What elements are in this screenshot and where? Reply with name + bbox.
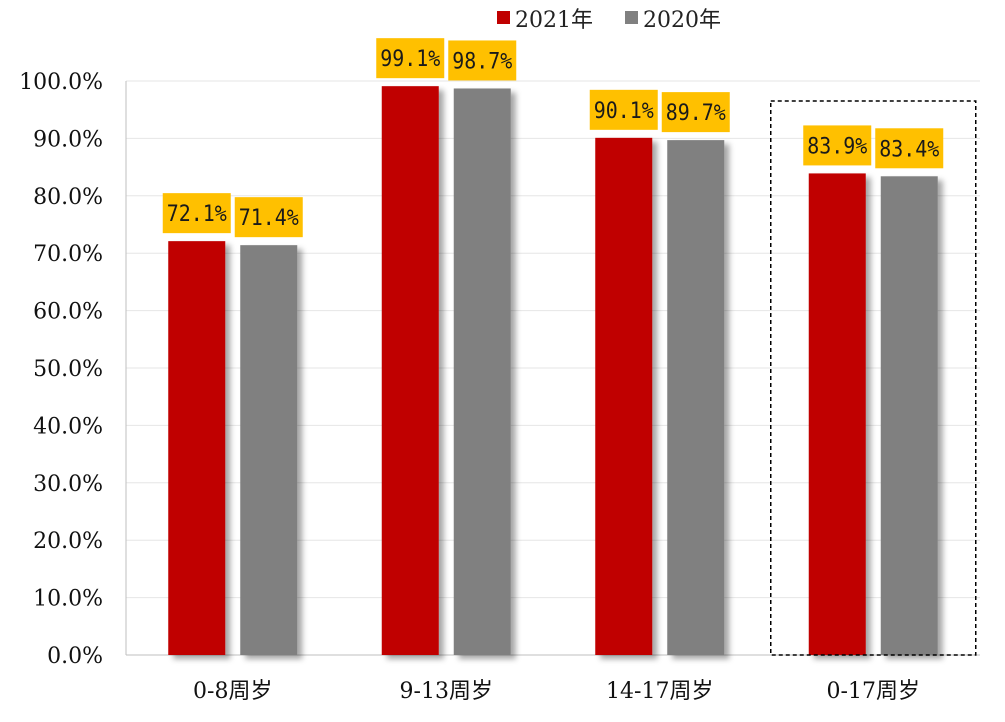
- x-category-label: 9-13周岁: [400, 679, 493, 704]
- legend: 2021年 2020年: [497, 8, 721, 33]
- bars: [168, 86, 938, 656]
- data-label-box: [589, 89, 658, 130]
- y-tick-label: 20.0%: [33, 529, 103, 554]
- data-label: 98.7%: [452, 49, 512, 74]
- y-tick-label: 70.0%: [33, 242, 103, 267]
- y-tick-label: 60.0%: [33, 300, 103, 325]
- bar-series-1: [595, 137, 653, 656]
- data-labels: 72.1% 71.4% 99.1% 98.7% 90.1% 89.7% 83.9% 83.4%: [162, 38, 977, 656]
- y-tick-label: 40.0%: [33, 414, 103, 439]
- bar-series-1: [808, 173, 866, 655]
- data-label-box: [803, 125, 872, 166]
- legend-swatch: [497, 11, 510, 24]
- data-label: 83.4%: [879, 137, 939, 162]
- data-label-box: [661, 92, 730, 133]
- x-category-label: 0-17周岁: [827, 679, 920, 704]
- data-label-box: [162, 193, 231, 234]
- legend-label: 2021年: [515, 8, 593, 33]
- bar-series-1: [381, 86, 439, 655]
- data-label-box: [448, 40, 517, 81]
- bar-series-2: [667, 140, 725, 655]
- y-tick-label: 30.0%: [33, 472, 103, 497]
- y-tick-label: 50.0%: [33, 357, 103, 382]
- data-label: 90.1%: [594, 99, 654, 124]
- x-category-label: 14-17周岁: [606, 679, 713, 704]
- data-label-box: [376, 38, 445, 79]
- bar-series-2: [453, 88, 511, 656]
- x-axis-category-labels: 0-8周岁 9-13周岁 14-17周岁 0-17周岁: [193, 679, 920, 704]
- legend-label: 2020年: [643, 8, 721, 33]
- x-category-label: 0-8周岁: [193, 679, 272, 704]
- data-label: 71.4%: [239, 206, 299, 231]
- data-label-box: [875, 128, 944, 169]
- bar-series-2: [880, 176, 938, 655]
- bar-series-1: [168, 241, 226, 655]
- y-tick-label: 90.0%: [33, 127, 103, 152]
- y-tick-label: 100.0%: [19, 70, 103, 95]
- data-label: 89.7%: [666, 101, 726, 126]
- bar-series-2: [240, 245, 298, 655]
- data-label: 83.9%: [807, 134, 867, 159]
- legend-swatch: [625, 11, 638, 24]
- y-tick-label: 80.0%: [33, 185, 103, 210]
- y-tick-label: 10.0%: [33, 587, 103, 612]
- data-label: 99.1%: [380, 47, 440, 72]
- highlight-box: [770, 100, 977, 656]
- y-axis-tick-labels: 0.0% 10.0% 20.0% 30.0% 40.0% 50.0% 60.0% 70.0% 8…: [19, 70, 103, 669]
- data-label: 72.1%: [167, 202, 227, 227]
- data-label-box: [234, 197, 303, 238]
- y-tick-label: 0.0%: [47, 644, 103, 669]
